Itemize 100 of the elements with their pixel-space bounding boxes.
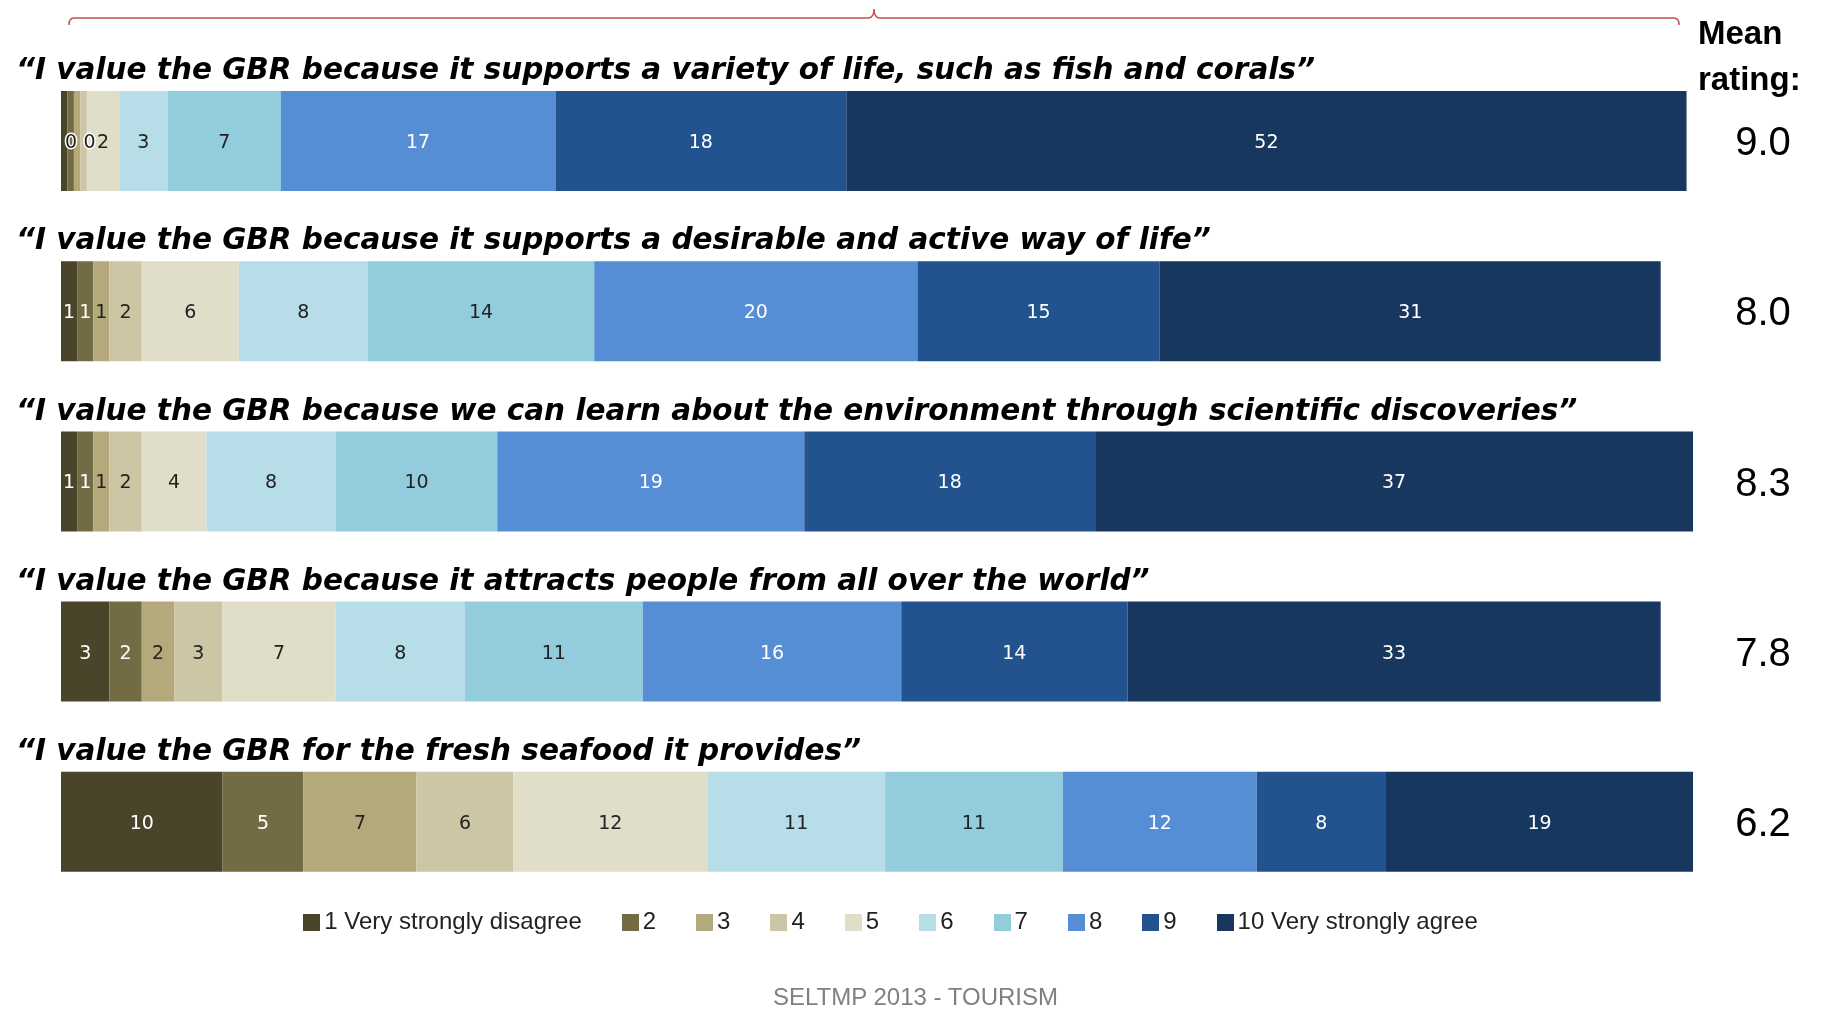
data-label: 3	[79, 640, 92, 663]
legend-label: 1 Very strongly disagree	[324, 907, 582, 934]
bar	[1062, 771, 1257, 872]
data-label: 11	[541, 640, 566, 663]
data-label: 2	[151, 640, 164, 663]
data-label: 3	[137, 130, 150, 152]
text: 6.2	[1735, 799, 1791, 844]
data-label: 18	[688, 130, 713, 152]
bar	[119, 91, 168, 191]
bar	[141, 601, 175, 702]
text: 8.0	[1735, 289, 1791, 334]
data-label: 4	[168, 470, 181, 493]
data-label: 14	[1002, 640, 1027, 663]
text: Mean rating:	[1698, 13, 1802, 99]
data-label: 8	[297, 300, 310, 323]
data-label: 7	[218, 130, 231, 152]
bar	[167, 91, 281, 191]
bar	[368, 261, 595, 362]
bar	[61, 431, 78, 532]
bar	[901, 601, 1128, 702]
data-label: 31	[1398, 300, 1423, 323]
legend-label: 8	[1088, 907, 1103, 934]
bar	[335, 601, 465, 702]
legend-label: 10 Very strongly agree	[1237, 907, 1478, 934]
data-label: 19	[1527, 810, 1552, 833]
legend-label: 7	[1014, 907, 1028, 934]
bar	[303, 771, 417, 872]
bar	[594, 261, 918, 362]
bar	[93, 261, 110, 362]
data-label: 52	[1254, 130, 1279, 152]
data-label: 18	[937, 470, 962, 493]
data-label: 0	[83, 130, 96, 152]
data-label: 12	[1147, 810, 1172, 833]
data-label: 1	[63, 470, 76, 493]
y-tick-label: “I value the GBR because it supports a variety of life, such as fish and corals”	[16, 52, 1315, 87]
bar	[464, 601, 643, 702]
data-label: 6	[184, 300, 197, 323]
bar	[222, 771, 304, 872]
data-label: 19	[638, 470, 663, 493]
bar	[86, 91, 120, 191]
data-label: 11	[961, 810, 987, 833]
bar	[335, 431, 498, 532]
bar	[174, 601, 223, 702]
bar	[109, 261, 142, 362]
bar	[206, 431, 336, 532]
bar	[61, 601, 110, 702]
data-label: 11	[784, 810, 809, 833]
legend-label: 6	[940, 907, 954, 934]
bar	[61, 261, 78, 362]
bar	[513, 771, 708, 872]
data-label: 20	[743, 300, 768, 323]
bar	[1159, 261, 1661, 362]
bar	[917, 261, 1160, 362]
y-tick-label: “I value the GBR for the fresh seafood it provides”	[16, 732, 862, 767]
text: 7.8	[1735, 629, 1791, 674]
data-label: 14	[469, 300, 494, 323]
text: 9.0	[1735, 119, 1791, 164]
bar	[93, 431, 110, 532]
data-label: 1	[95, 470, 108, 493]
bar	[238, 261, 369, 362]
legend-label: 9	[1163, 907, 1177, 934]
data-label: 37	[1381, 470, 1407, 493]
data-label: 1	[79, 300, 92, 323]
data-label: 3	[192, 640, 205, 663]
bar	[222, 601, 336, 702]
data-label: 10	[404, 470, 429, 493]
data-label: 8	[1315, 810, 1328, 833]
text: 8.3	[1735, 459, 1791, 504]
legend-label: 5	[865, 907, 880, 934]
bar	[846, 91, 1687, 191]
bar	[141, 431, 207, 532]
legend-label: 2	[642, 907, 657, 934]
y-tick-label: “I value the GBR because it supports a desirable and active way of life”	[16, 222, 1211, 257]
data-label: 1	[63, 300, 76, 323]
legend-label: 3	[717, 907, 731, 934]
data-label: 16	[759, 640, 785, 663]
bar	[1385, 771, 1693, 872]
bar	[109, 601, 142, 702]
data-label: 2	[119, 640, 132, 663]
bar	[77, 431, 94, 532]
data-label: 12	[598, 810, 623, 833]
data-label: 1	[79, 470, 92, 493]
data-label: 8	[265, 470, 278, 493]
data-label: 8	[394, 640, 407, 663]
bar	[1127, 601, 1661, 702]
data-label: 2	[96, 130, 110, 152]
bar	[77, 261, 94, 362]
bar	[141, 261, 239, 362]
data-label: 1	[95, 300, 108, 323]
bar	[707, 771, 886, 872]
bar	[642, 601, 902, 702]
bar	[497, 431, 805, 532]
bar	[555, 91, 847, 191]
text: SELTMP 2013 - TOURISM	[772, 983, 1059, 1011]
data-label: 7	[353, 810, 366, 833]
data-label: 10	[129, 810, 154, 833]
bar	[416, 771, 514, 872]
bar	[804, 431, 1096, 532]
data-label: 15	[1026, 300, 1051, 323]
data-label: 17	[406, 130, 431, 152]
